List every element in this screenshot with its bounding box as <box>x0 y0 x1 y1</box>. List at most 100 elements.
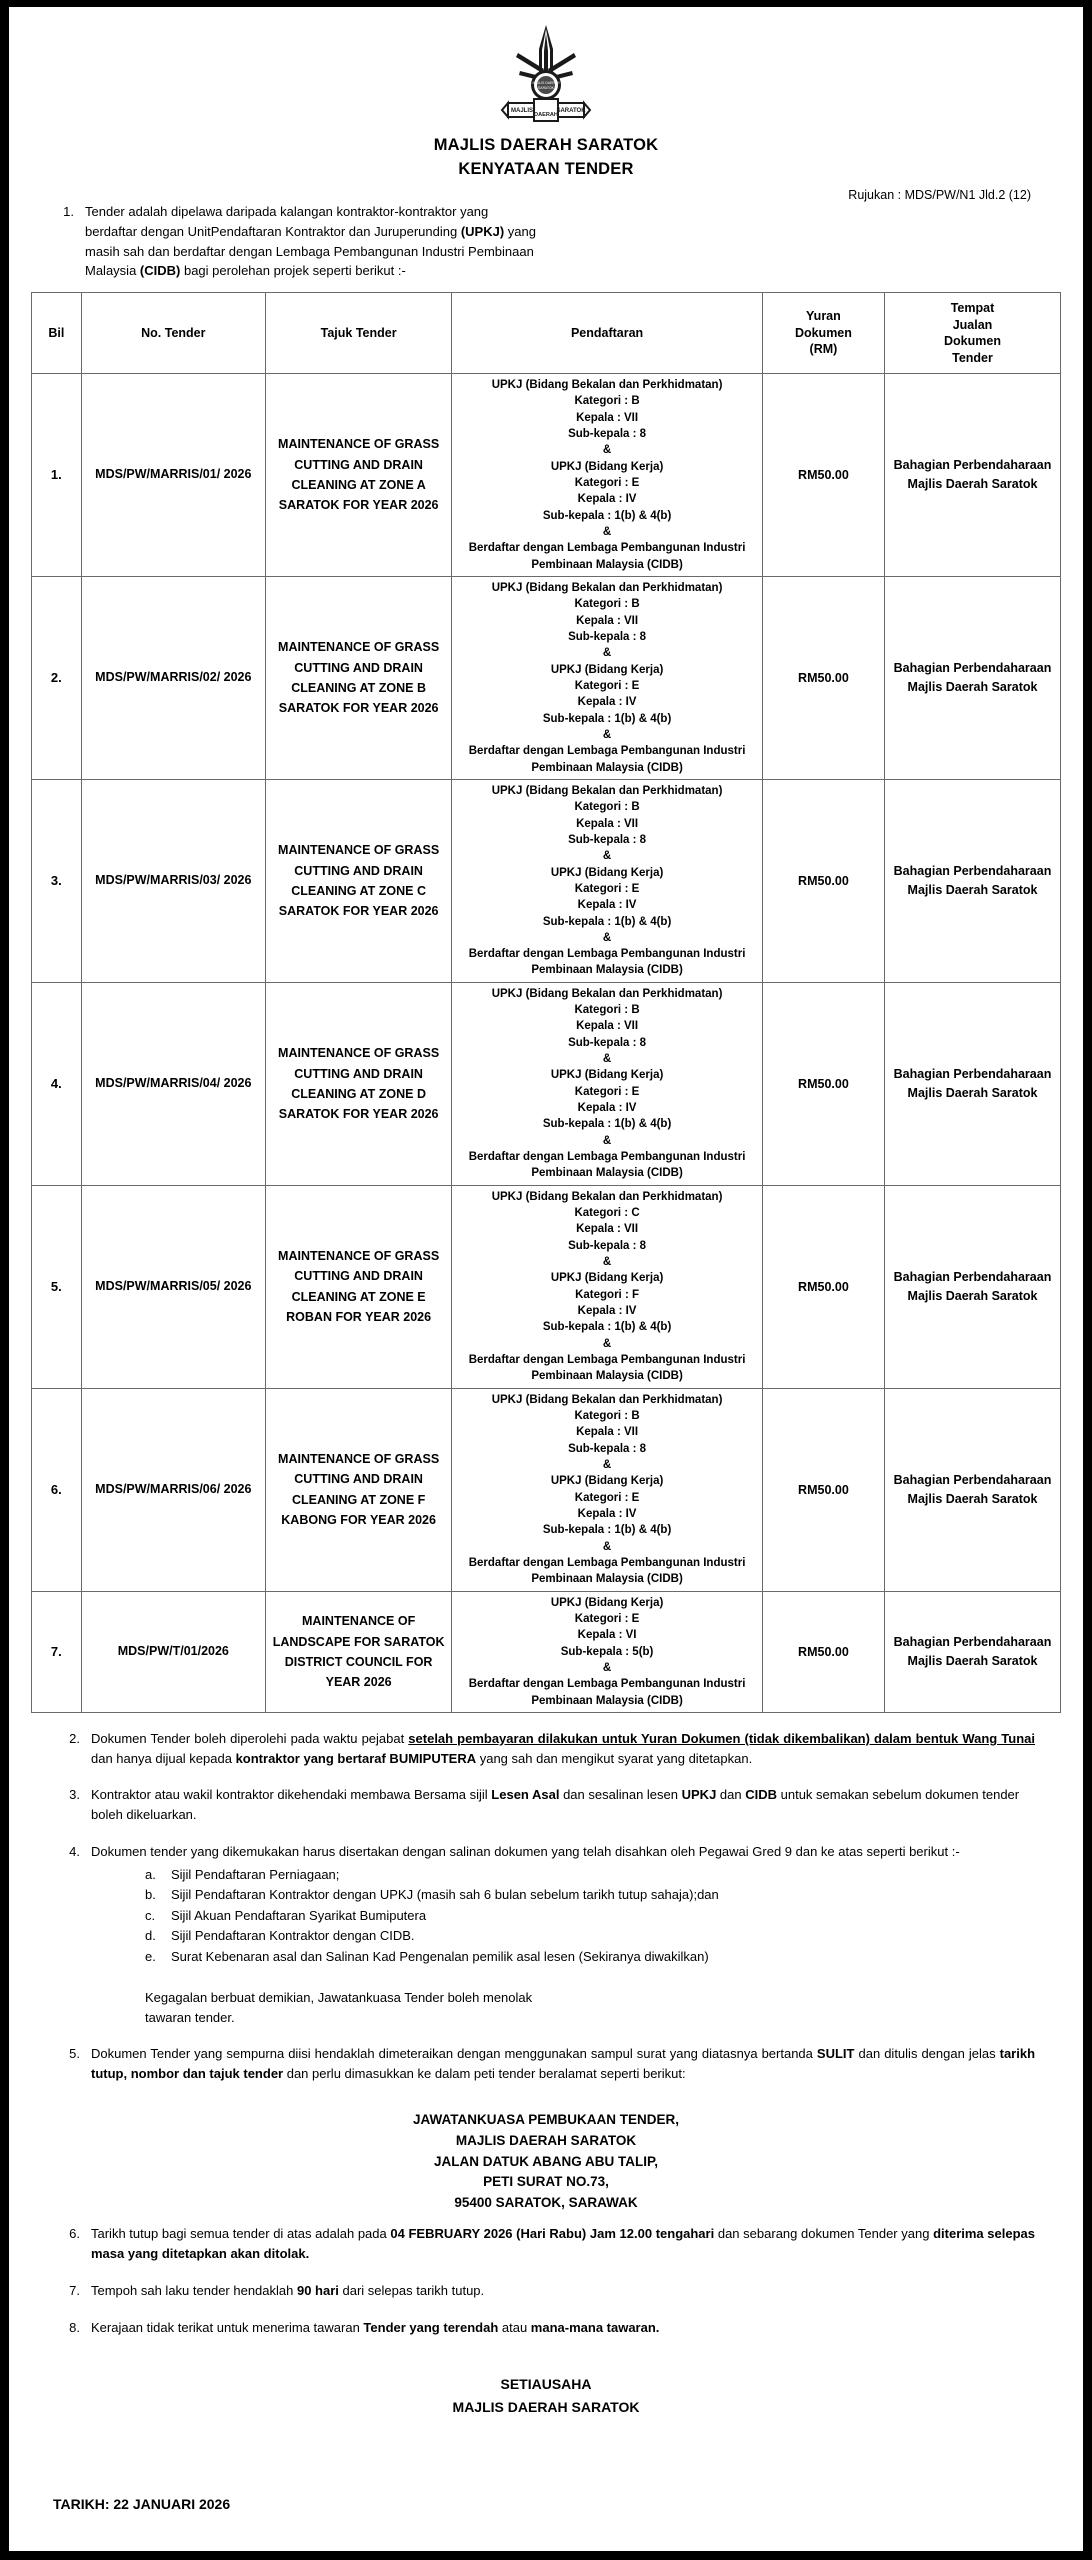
clause-4-subitem-text: Sijil Pendaftaran Perniagaan; <box>171 1866 340 1882</box>
clause-2-text-1: Dokumen Tender boleh diperolehi pada wak… <box>91 1730 409 1746</box>
clause-6-marker: 6. <box>69 2226 80 2242</box>
cell-tempat: Bahagian Perbendaharaan Majlis Daerah Sa… <box>883 1590 1062 1713</box>
table-row: 2. MDS/PW/MARRIS/02/ 2026 MAINTENANCE OF G… <box>31 575 1062 780</box>
clause-3-text-2: dan sesalinan lesen <box>559 1787 682 1803</box>
cell-bil: 7. <box>31 1590 82 1713</box>
clause-4-subitem-marker: b. <box>145 1887 156 1903</box>
yuran-line-2: Dokumen <box>794 325 852 340</box>
intro-line-2c: yang <box>504 223 536 239</box>
intro-line-4a: Malaysia <box>85 263 140 279</box>
clause-4-subitem-marker: d. <box>145 1928 156 1944</box>
cell-no-tender: MDS/PW/MARRIS/02/ 2026 <box>80 575 266 780</box>
svg-text:SARATOK: SARATOK <box>556 108 586 114</box>
cell-tempat: Bahagian Perbendaharaan Majlis Daerah Sa… <box>883 1184 1062 1389</box>
clause-6: 6. Tarikh tutup bagi semua tender di ata… <box>55 2224 1035 2264</box>
intro-line-1: Tender adalah dipelawa daripada kalangan… <box>85 204 489 219</box>
clauses-section-2: 6. Tarikh tutup bagi semua tender di ata… <box>31 2224 1061 2337</box>
clause-4-subitem-text: Sijil Akuan Pendaftaran Syarikat Bumiput… <box>171 1907 427 1923</box>
clause-7-bold-90hari: 90 hari <box>296 2282 339 2298</box>
table-row: 7. MDS/PW/T/01/2026 MAINTENANCE OF LANDSCA… <box>31 1590 1062 1713</box>
clause-8-bold-manamana: mana-mana tawaran. <box>530 2319 660 2335</box>
clause-2: 2. Dokumen Tender boleh diperolehi pada … <box>55 1729 1035 1769</box>
clause-3-bold-cidb: CIDB <box>745 1787 778 1803</box>
address-line-4: PETI SURAT NO.73, <box>483 2174 609 2190</box>
clause-4-subitem-text: Sijil Pendaftaran Kontraktor dengan UPKJ… <box>171 1887 719 1903</box>
clause-3-bold-lesen: Lesen Asal <box>491 1787 560 1803</box>
address-line-3: JALAN DATUK ABANG ABU TALIP, <box>434 2153 658 2169</box>
cell-tajuk: MAINTENANCE OF GRASS CUTTING AND DRAIN C… <box>264 1184 453 1389</box>
clause-2-underlined: setelah pembayaran dilakukan untuk Yuran… <box>408 1730 1035 1746</box>
tempat-line-1: Tempat <box>950 301 995 315</box>
clause-1: 1. Tender adalah dipelawa daripada kalan… <box>55 202 1017 281</box>
cell-yuran: RM50.00 <box>761 373 885 577</box>
clause-4-subitem: d. Sijil Pendaftaran Kontraktor dengan CI… <box>145 1926 1035 1946</box>
cell-tajuk: MAINTENANCE OF GRASS CUTTING AND DRAIN C… <box>264 778 453 983</box>
cell-bil: 3. <box>31 778 82 983</box>
cell-no-tender: MDS/PW/T/01/2026 <box>80 1590 266 1713</box>
table-row: 1. MDS/PW/MARRIS/01/ 2026 MAINTENANCE OF G… <box>31 373 1062 577</box>
cell-yuran: RM50.00 <box>761 778 885 983</box>
reference-number: Rujukan : MDS/PW/N1 Jld.2 (12) <box>848 188 1031 202</box>
clause-6-bold-late: diterima selepas masa yang ditetapkan ak… <box>91 2226 1035 2262</box>
clauses-section: 2. Dokumen Tender boleh diperolehi pada … <box>31 1729 1061 2084</box>
tempat-line-3: Dokumen <box>944 334 1001 348</box>
cell-tajuk: MAINTENANCE OF GRASS CUTTING AND DRAIN C… <box>264 373 453 577</box>
signature-title: SETIAUSAHA <box>500 2376 592 2393</box>
cell-tempat: Bahagian Perbendaharaan Majlis Daerah Sa… <box>883 373 1062 577</box>
address-line-2: MAJLIS DAERAH SARATOK <box>455 2132 637 2148</box>
cell-no-tender: MDS/PW/MARRIS/05/ 2026 <box>80 1184 266 1389</box>
clause-5-text-3: dan perlu dimasukkan ke dalam peti tende… <box>283 2065 686 2081</box>
clause-5-bold-sulit: SULIT <box>816 2046 855 2062</box>
clause-4-text: Dokumen tender yang dikemukakan harus di… <box>91 1843 960 1859</box>
clause-4-sublist: a. Sijil Pendaftaran Perniagaan; b. Sijil P… <box>91 1865 1035 1967</box>
cell-pendaftaran: UPKJ (Bidang Bekalan dan Perkhidmatan) K… <box>451 1184 763 1389</box>
clause-4-note: Kegagalan berbuat demikian, Jawatankuasa… <box>91 1988 1035 2027</box>
clause-2-marker: 2. <box>69 1730 80 1746</box>
clause-5-body: Dokumen Tender yang sempurna diisi henda… <box>91 2044 1035 2084</box>
clause-4-subitem: a. Sijil Pendaftaran Perniagaan; <box>145 1865 1035 1885</box>
clause-4-subitem: c. Sijil Akuan Pendaftaran Syarikat Bumip… <box>145 1906 1035 1926</box>
cell-tempat: Bahagian Perbendaharaan Majlis Daerah Sa… <box>883 778 1062 983</box>
clause-4-subitem-text: Surat Kebenaran asal dan Salinan Kad Pen… <box>171 1948 709 1964</box>
clause-4-subitem-marker: e. <box>145 1948 156 1964</box>
col-header-pendaftaran: Pendaftaran <box>451 292 763 374</box>
col-header-no-tender: No. Tender <box>80 292 266 374</box>
cell-bil: 4. <box>31 981 82 1186</box>
yuran-line-1: Yuran <box>806 309 841 324</box>
address-line-1: JAWATANKUASA PEMBUKAAN TENDER, <box>412 2111 679 2127</box>
col-header-bil: Bil <box>31 292 82 374</box>
cell-pendaftaran: UPKJ (Bidang Bekalan dan Perkhidmatan) K… <box>451 778 763 983</box>
cell-no-tender: MDS/PW/MARRIS/04/ 2026 <box>80 981 266 1186</box>
cell-yuran: RM50.00 <box>761 1184 885 1389</box>
signature-block: SETIAUSAHA MAJLIS DAERAH SARATOK <box>31 2373 1061 2418</box>
clause-8-body: Kerajaan tidak terikat untuk menerima ta… <box>91 2318 1035 2338</box>
clause-6-bold-deadline: 04 FEBRUARY 2026 (Hari Rabu) Jam 12.00 t… <box>390 2226 715 2242</box>
intro-cidb-abbr: (CIDB) <box>139 263 181 279</box>
tempat-line-4: Tender <box>952 350 993 365</box>
table-row: 3. MDS/PW/MARRIS/03/ 2026 MAINTENANCE OF G… <box>31 778 1062 983</box>
clause-2-text-2: dan hanya dijual kepada <box>91 1750 236 1766</box>
cell-yuran: RM50.00 <box>761 1590 885 1713</box>
clause-3-text-1: Kontraktor atau wakil kontraktor dikehen… <box>91 1787 492 1803</box>
clause-4-body: Dokumen tender yang dikemukakan harus di… <box>91 1842 1035 2027</box>
clause-2-text-3: yang sah dan mengikut syarat yang diteta… <box>476 1750 753 1766</box>
cell-bil: 6. <box>31 1387 82 1592</box>
clause-8: 8. Kerajaan tidak terikat untuk menerima… <box>55 2318 1035 2338</box>
clause-4-subitem-text: Sijil Pendaftaran Kontraktor dengan CIDB… <box>171 1928 415 1944</box>
clause-2-body: Dokumen Tender boleh diperolehi pada wak… <box>91 1729 1035 1769</box>
cell-tajuk: MAINTENANCE OF LANDSCAPE FOR SARATOK DIS… <box>264 1590 453 1713</box>
clause-7: 7. Tempoh sah laku tender hendaklah 90 h… <box>55 2281 1035 2301</box>
clause-4-note-line-2: tawaran tender. <box>145 2009 235 2025</box>
clause-7-text-2: dari selepas tarikh tutup. <box>338 2282 485 2298</box>
cell-bil: 2. <box>31 575 82 780</box>
intro-line-4c: bagi perolehan projek seperti berikut :- <box>180 263 406 279</box>
svg-text:SARATOK: SARATOK <box>538 86 555 90</box>
clause-5-text-1: Dokumen Tender yang sempurna diisi henda… <box>91 2046 817 2062</box>
clause-2-bold-bumiputera: kontraktor yang bertaraf BUMIPUTERA <box>235 1750 477 1766</box>
table-body: 1. MDS/PW/MARRIS/01/ 2026 MAINTENANCE OF G… <box>31 373 1062 1713</box>
clause-6-text-2: dan sebarang dokumen Tender yang <box>714 2226 934 2242</box>
clause-4-note-line-1: Kegagalan berbuat demikian, Jawatankuasa… <box>145 1990 533 2006</box>
document-title: KENYATAAN TENDER <box>458 160 634 178</box>
clause-5: 5. Dokumen Tender yang sempurna diisi he… <box>55 2044 1035 2084</box>
